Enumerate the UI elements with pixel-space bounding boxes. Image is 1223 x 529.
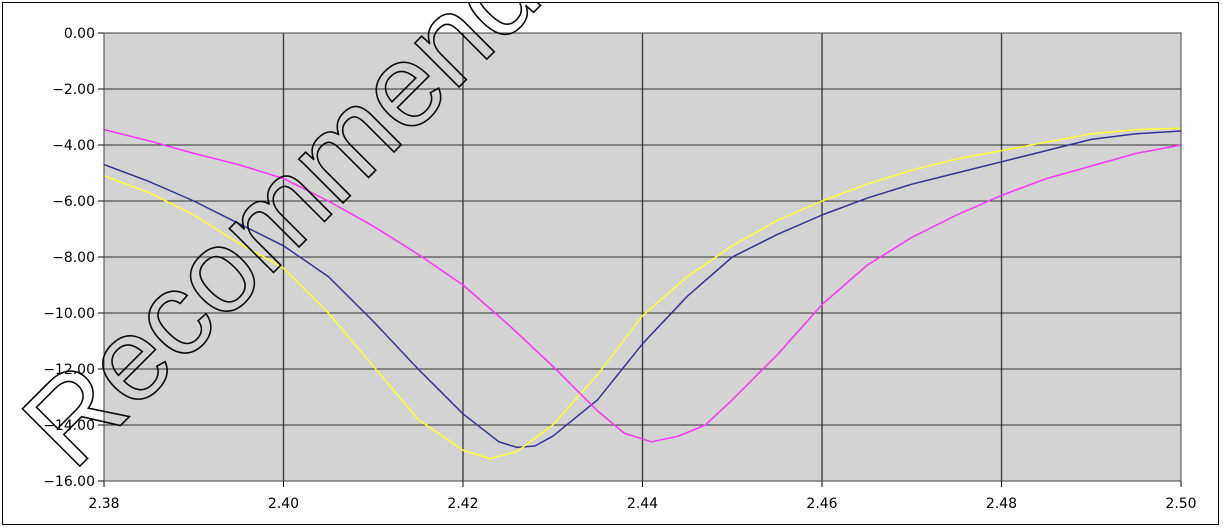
tick-labels: 2.38 2.40 2.42 2.44 2.46 2.48 2.50 0.00 −2.00 −4.… — [43, 26, 1196, 512]
line-chart: 2.38 2.40 2.42 2.44 2.46 2.48 2.50 0.00 −2.00 −4.… — [3, 3, 1197, 512]
y-tick-label: −10.00 — [43, 306, 95, 322]
x-tick-label: 2.42 — [447, 496, 478, 512]
y-tick-label: −14.00 — [43, 418, 95, 434]
y-tick-label: −2.00 — [52, 82, 95, 98]
plot-border — [103, 32, 1182, 482]
x-tick-label: 2.40 — [268, 496, 299, 512]
series-layer — [103, 127, 1182, 460]
axes — [98, 32, 1182, 487]
series-line-2 — [103, 127, 1182, 460]
y-tick-label: −6.00 — [52, 194, 95, 210]
series-line-1 — [103, 130, 1182, 449]
y-tick-label: −8.00 — [52, 250, 95, 266]
x-tick-label: 2.44 — [627, 496, 658, 512]
x-tick-label: 2.46 — [806, 496, 837, 512]
x-tick-label: 2.38 — [88, 496, 119, 512]
y-tick-label: −4.00 — [52, 138, 95, 154]
y-tick-label: 0.00 — [64, 26, 95, 42]
series-line-3 — [103, 128, 1182, 443]
x-tick-label: 2.48 — [986, 496, 1017, 512]
y-tick-label: −16.00 — [43, 474, 95, 490]
x-tick-label: 2.50 — [1165, 496, 1196, 512]
y-tick-label: −12.00 — [43, 362, 95, 378]
grid-lines — [104, 33, 1181, 481]
